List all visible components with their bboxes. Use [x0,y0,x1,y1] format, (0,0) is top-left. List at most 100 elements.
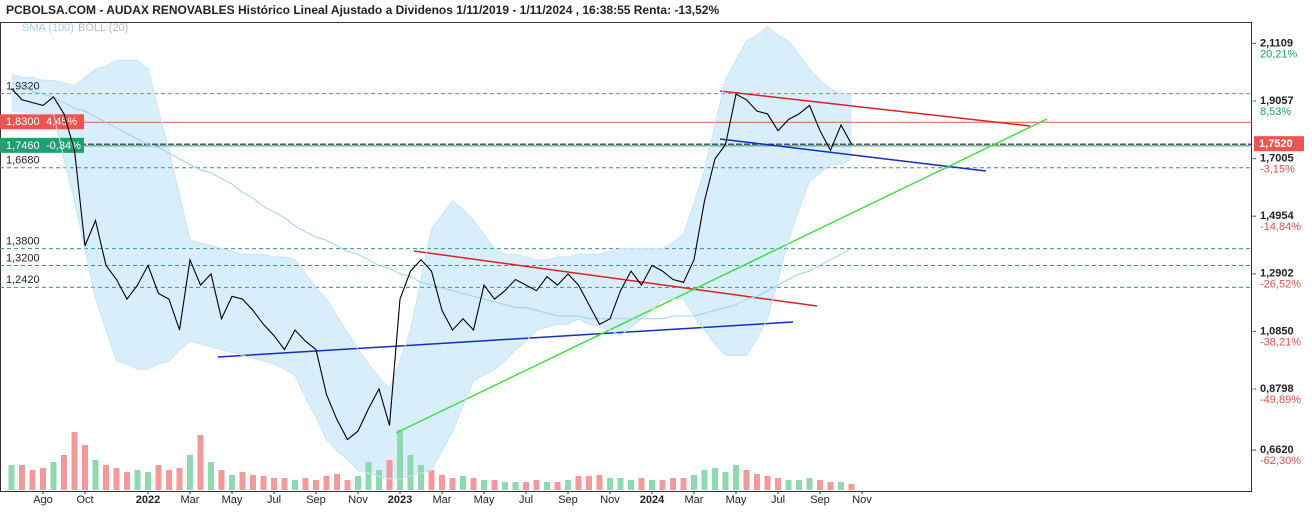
volume-bar [796,480,802,490]
volume-bar [344,480,351,490]
volume-bar [124,472,130,490]
volume-bar [428,470,435,490]
volume-bar [166,470,172,490]
volume-bar [544,482,550,490]
volume-bar [239,472,246,490]
volume-bar [418,465,424,490]
volume-bar [712,468,718,490]
volume-bar [733,465,739,490]
trend-line [719,138,987,172]
y2-tick-label: -3,15% [1260,163,1295,175]
x-tick-label: Ago [33,494,53,506]
x-tick-label: 2024 [640,494,665,506]
y-tick-label: 1,2902 [1260,268,1294,280]
volume-bar [785,480,792,490]
level-change: -0,34% [46,140,81,152]
level-label: 1,8300 [6,116,40,128]
volume-bar [82,445,88,490]
trend-line [217,321,794,358]
trend-lines [217,90,1048,434]
volume-bar [376,470,382,490]
volume-bar [50,462,57,490]
volume-bar [722,472,729,490]
volume-bar [670,478,676,490]
labels-layer: 2,1109 1,9057 1,7005 1,4954 1,2902 1,0850 0,87… [0,22,1304,506]
volume-bar [449,478,456,490]
volume-bar [817,480,823,490]
volume-bar [775,478,781,490]
volume-bar [848,484,855,490]
line-series [11,82,852,320]
volume-bar [208,462,214,490]
vol-layer [8,430,855,490]
volume-bar [586,476,592,490]
x-tick-label: Jul [267,494,281,506]
legend-entry: SMA (100) [22,22,74,34]
x-tick-label: Sep [810,494,830,506]
volume-bar [764,476,771,490]
x-tick-label: Mar [433,494,452,506]
y-tick-label: 0,8798 [1260,383,1294,395]
x-tick-label: Sep [306,494,326,506]
volume-bar [302,478,309,490]
y2-tick-label: 20,21% [1260,48,1298,60]
level-label: 1,7460 [6,140,40,152]
volume-bar [19,465,25,490]
volume-bar [512,482,519,490]
volume-bar [617,478,624,490]
volume-bar [575,476,582,490]
level-label: 1,6680 [6,155,40,167]
level-label: 1,3800 [6,236,40,248]
y2-tick-label: -62,30% [1260,455,1301,467]
volume-bar [533,480,540,490]
volume-bar [439,475,445,490]
level-tag [0,137,84,153]
x-tick-label: 2022 [136,494,160,506]
x-tick-label: Nov [348,494,368,506]
volume-bar [281,478,288,490]
volume-bar [271,478,277,490]
trend-line [413,250,818,307]
volume-bar [323,476,330,490]
volume-bar [460,476,466,490]
x-tick-label: Nov [852,494,872,506]
volume-bar [502,482,508,490]
volume-bar [145,472,151,490]
level-label: 1,3200 [6,252,40,264]
level-tag [0,114,84,130]
level-change: 4,45% [46,116,77,128]
volume-bar [92,460,99,490]
bollinger-lower [11,110,852,480]
volume-bar [754,474,760,490]
volume-bar [659,480,666,490]
volume-bar [218,470,225,490]
x-tick-label: Oct [76,494,93,506]
volume-bar [187,455,193,490]
y2-tick-label: 8,53% [1260,106,1291,118]
level-label: 1,2420 [6,274,40,286]
volume-bar [481,480,487,490]
y2-tick-label: -38,21% [1260,336,1301,348]
volume-bar [197,435,204,490]
volume-bar [250,475,256,490]
x-tick-label: May [726,494,747,506]
last-price-label: 1,7520 [1259,138,1293,150]
y-tick-label: 1,7005 [1260,153,1294,165]
x-tick-label: May [222,494,243,506]
volume-bar [554,482,561,490]
volume-bar [71,432,78,490]
plot-frame [0,22,1252,492]
volume-bar [40,468,46,490]
y-tick-label: 1,4954 [1260,210,1295,222]
volume-bar [596,475,603,490]
volume-bar [806,478,813,490]
y-tick-label: 1,0850 [1260,325,1294,337]
volume-bar [680,478,687,490]
lines-layer [11,26,852,480]
bollinger-upper [11,26,852,390]
x-tick-label: Mar [181,494,200,506]
y2-tick-label: -26,52% [1260,279,1301,291]
volume-bar [827,482,834,490]
volume-bar [8,465,15,490]
